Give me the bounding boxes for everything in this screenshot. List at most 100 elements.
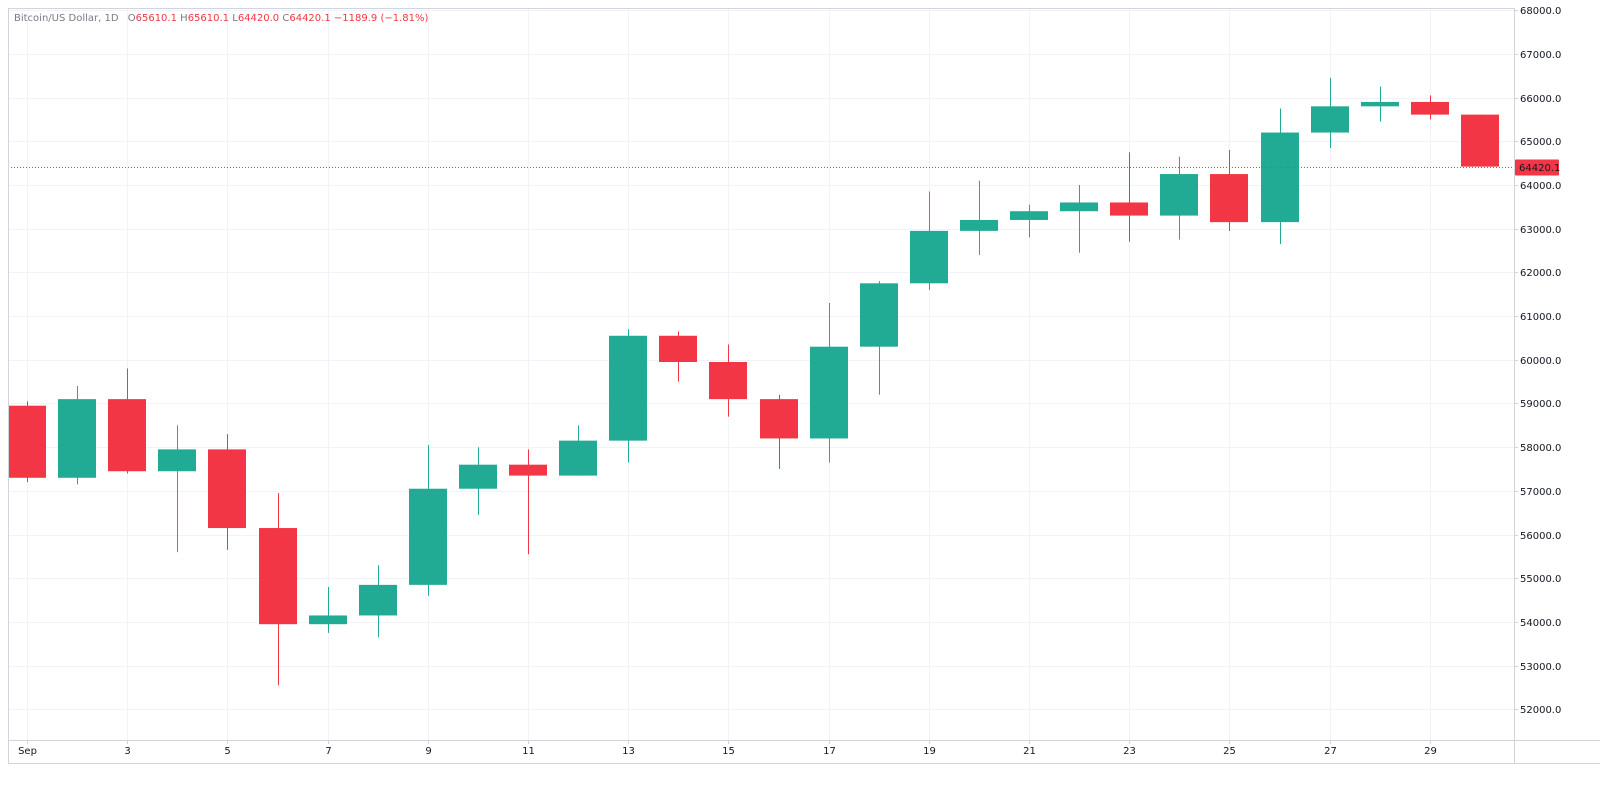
candle-body[interactable]	[1411, 101, 1449, 115]
candle-down[interactable]	[208, 434, 246, 550]
candle-up[interactable]	[359, 565, 397, 638]
candle-down[interactable]	[509, 449, 547, 555]
high-label: H	[180, 13, 188, 24]
date-tick-label: 7	[325, 746, 331, 757]
price-tick-label: 56000.0	[1520, 531, 1561, 542]
date-tick-label: 15	[722, 746, 735, 757]
price-tick-label: 60000.0	[1520, 356, 1561, 367]
candle-body[interactable]	[359, 584, 397, 616]
candle-body[interactable]	[259, 528, 297, 625]
candle-up[interactable]	[1361, 86, 1399, 122]
candle-up[interactable]	[609, 329, 647, 463]
candle-up[interactable]	[58, 386, 96, 485]
date-tick-label: 17	[823, 746, 836, 757]
candle-body[interactable]	[960, 219, 998, 231]
candle-body[interactable]	[208, 449, 246, 529]
close-label: C	[282, 13, 290, 24]
candle-body[interactable]	[709, 361, 747, 400]
candle-body[interactable]	[108, 399, 146, 472]
date-tick-label: 5	[224, 746, 230, 757]
candle-down[interactable]	[259, 493, 297, 686]
candle-up[interactable]	[309, 587, 347, 633]
price-tick-label: 54000.0	[1520, 618, 1561, 629]
candle-up[interactable]	[409, 445, 447, 596]
price-tick-label: 64000.0	[1520, 181, 1561, 192]
date-tick-label: Sep	[18, 746, 37, 757]
candle-down[interactable]	[8, 401, 46, 483]
candle-body[interactable]	[810, 346, 848, 439]
current-price-badge	[1515, 159, 1559, 176]
date-tick-label: 23	[1123, 746, 1136, 757]
candle-up[interactable]	[1261, 108, 1299, 244]
candle-body[interactable]	[509, 464, 547, 476]
candle-down[interactable]	[108, 368, 146, 474]
candle-body[interactable]	[1110, 202, 1148, 216]
candle-up[interactable]	[459, 447, 497, 515]
candle-up[interactable]	[960, 180, 998, 255]
candle-down[interactable]	[709, 344, 747, 417]
candle-body[interactable]	[58, 399, 96, 478]
candle-up[interactable]	[559, 425, 597, 476]
candle-up[interactable]	[1160, 156, 1198, 240]
candle-body[interactable]	[1261, 132, 1299, 223]
candle-down[interactable]	[1210, 150, 1248, 231]
price-tick-label: 65000.0	[1520, 137, 1561, 148]
candle-down[interactable]	[1461, 114, 1499, 167]
price-tick-label: 57000.0	[1520, 487, 1561, 498]
current-price-label: 64420.1	[1519, 163, 1560, 174]
candle-body[interactable]	[1060, 202, 1098, 212]
price-tick-label: 61000.0	[1520, 312, 1561, 323]
date-tick-label: 3	[124, 746, 130, 757]
date-tick-label: 11	[522, 746, 535, 757]
candle-body[interactable]	[1160, 174, 1198, 216]
date-tick-label: 9	[425, 746, 431, 757]
axis-layer[interactable]: 52000.0 53000.0 54000.0 55000.0 56000.0 57000…	[8, 6, 1600, 764]
open-value: 65610.1	[135, 13, 177, 24]
candle-body[interactable]	[659, 335, 697, 362]
candle-body[interactable]	[459, 464, 497, 489]
candle-body[interactable]	[8, 405, 46, 478]
candle-up[interactable]	[158, 425, 196, 553]
candle-down[interactable]	[760, 394, 798, 470]
candle-body[interactable]	[158, 449, 196, 472]
price-tick-label: 68000.0	[1520, 6, 1561, 17]
price-tick-label: 66000.0	[1520, 94, 1561, 105]
price-tick-label: 52000.0	[1520, 705, 1561, 716]
candle-up[interactable]	[910, 191, 948, 290]
candle-down[interactable]	[1411, 95, 1449, 120]
candle-up[interactable]	[1010, 204, 1048, 238]
candle-body[interactable]	[1461, 114, 1499, 167]
symbol-name: Bitcoin/US Dollar, 1D	[14, 13, 119, 24]
price-tick-label: 59000.0	[1520, 399, 1561, 410]
date-tick-label: 21	[1023, 746, 1036, 757]
candle-up[interactable]	[1311, 77, 1349, 148]
candle-up[interactable]	[860, 281, 898, 395]
change-value: −1189.9 (−1.81%)	[333, 13, 429, 24]
open-label: O	[127, 13, 136, 24]
candle-up[interactable]	[1060, 184, 1098, 253]
candle-down[interactable]	[1110, 152, 1148, 242]
candle-down[interactable]	[659, 331, 697, 382]
candle-body[interactable]	[609, 335, 647, 441]
candle-body[interactable]	[860, 283, 898, 347]
candle-body[interactable]	[1010, 211, 1048, 220]
date-tick-label: 13	[622, 746, 635, 757]
date-tick-label: 25	[1223, 746, 1236, 757]
low-value: 64420.0	[237, 13, 280, 24]
candle-body[interactable]	[1361, 101, 1399, 107]
date-tick-label: 27	[1324, 746, 1337, 757]
candle-body[interactable]	[1210, 174, 1248, 223]
candle-body[interactable]	[559, 440, 597, 476]
price-tick-label: 62000.0	[1520, 268, 1561, 279]
candle-layer[interactable]	[8, 77, 1499, 686]
candle-up[interactable]	[810, 302, 848, 463]
candle-body[interactable]	[409, 488, 447, 585]
candle-body[interactable]	[309, 615, 347, 625]
candle-body[interactable]	[910, 230, 948, 284]
price-tick-label: 53000.0	[1520, 662, 1561, 673]
candle-body[interactable]	[760, 399, 798, 439]
candle-body[interactable]	[1311, 106, 1349, 133]
